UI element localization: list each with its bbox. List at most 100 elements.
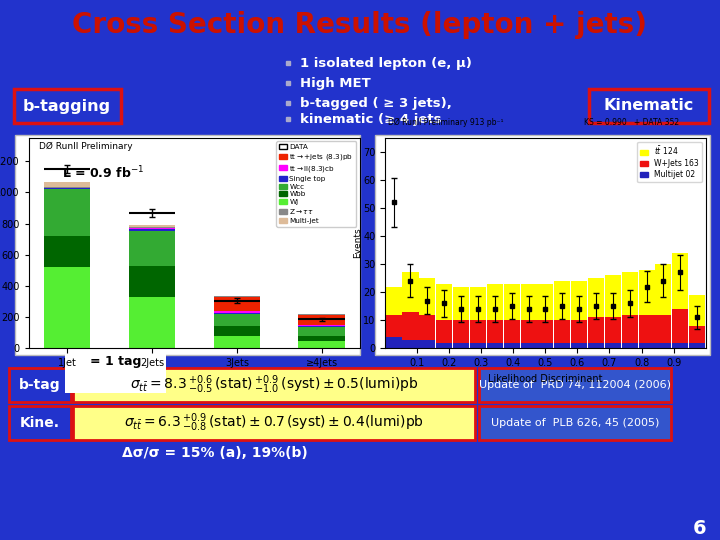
Bar [655, 264, 672, 315]
Bar [554, 281, 570, 320]
Bar [605, 318, 621, 343]
Bar [214, 336, 260, 348]
Text: = 1 tag: = 1 tag [90, 354, 141, 368]
Bar [537, 284, 554, 320]
X-axis label: Likelihood Discriminant: Likelihood Discriminant [488, 374, 603, 383]
Bar [470, 343, 486, 348]
Bar [386, 287, 402, 315]
Bar [689, 295, 705, 326]
Bar [605, 343, 621, 348]
Bar [44, 267, 91, 348]
Text: KS = 0.990   + DATA 352: KS = 0.990 + DATA 352 [584, 118, 679, 127]
Bar [672, 309, 688, 343]
Bar [44, 182, 91, 187]
Text: b-tag: b-tag [19, 378, 60, 392]
Bar [436, 320, 452, 343]
Bar [402, 340, 418, 348]
Bar [44, 187, 91, 188]
Bar [487, 343, 503, 348]
Bar [470, 320, 486, 343]
Bar [129, 229, 175, 231]
Bar [129, 225, 175, 227]
Text: b-tagging: b-tagging [23, 98, 111, 113]
Bar [605, 275, 621, 318]
FancyBboxPatch shape [9, 368, 71, 402]
Y-axis label: Events: Events [353, 228, 361, 258]
Bar [298, 336, 345, 341]
Bar [298, 325, 345, 326]
FancyBboxPatch shape [479, 368, 671, 402]
Bar [214, 297, 260, 311]
Bar [419, 340, 436, 348]
Bar [298, 327, 345, 336]
Bar [521, 343, 536, 348]
Bar [214, 327, 260, 336]
Bar [214, 295, 260, 296]
Bar [571, 343, 587, 348]
Bar [689, 326, 705, 343]
Bar [44, 236, 91, 267]
Bar [588, 318, 604, 343]
Bar [487, 284, 503, 320]
Text: Kinematic: Kinematic [604, 98, 694, 113]
Bar [129, 227, 175, 228]
Text: kinematic (≥ 4 jets: kinematic (≥ 4 jets [300, 112, 441, 125]
Bar [621, 273, 638, 315]
Bar [655, 343, 672, 348]
Bar [44, 189, 91, 236]
Text: 6: 6 [693, 518, 707, 537]
Text: High MET: High MET [300, 77, 371, 90]
Bar [504, 284, 520, 320]
Text: Update of  PLB 626, 45 (2005): Update of PLB 626, 45 (2005) [491, 418, 660, 428]
Legend: DATA, tt$\to$+jets (8.3)pb, tt$\to$ll(8.3)cb, Single top, Wcc, Wbb, Wj, Z$\to\ta: DATA, tt$\to$+jets (8.3)pb, tt$\to$ll(8.… [276, 141, 356, 227]
Bar [521, 284, 536, 320]
Bar [689, 343, 705, 348]
Bar [214, 314, 260, 327]
Bar [386, 337, 402, 348]
Bar [129, 228, 175, 229]
Bar [554, 320, 570, 343]
Bar [588, 278, 604, 318]
Bar [298, 315, 345, 325]
Text: 1 isolated lepton (e, μ): 1 isolated lepton (e, μ) [300, 57, 472, 70]
Bar [402, 312, 418, 340]
Bar [571, 281, 587, 320]
Bar [436, 343, 452, 348]
Bar [571, 320, 587, 343]
Text: Cross Section Results (lepton + jets): Cross Section Results (lepton + jets) [73, 11, 647, 39]
Bar [639, 315, 654, 343]
Legend: $t\bar{t}$ 124, W+Jets 163, Multijet 02: $t\bar{t}$ 124, W+Jets 163, Multijet 02 [637, 141, 702, 182]
Bar [402, 273, 418, 312]
FancyBboxPatch shape [14, 89, 121, 123]
Bar [504, 343, 520, 348]
Bar [375, 135, 710, 355]
Bar [214, 311, 260, 313]
Bar [672, 253, 688, 309]
FancyBboxPatch shape [589, 89, 709, 123]
Text: b-tagged ( ≥ 3 jets),: b-tagged ( ≥ 3 jets), [300, 97, 452, 110]
Bar [470, 287, 486, 320]
Bar [386, 315, 402, 337]
Bar [621, 315, 638, 343]
Text: L = 0.9 fb$^{-1}$: L = 0.9 fb$^{-1}$ [62, 165, 144, 181]
FancyBboxPatch shape [479, 406, 671, 440]
Bar [436, 284, 452, 320]
Bar [537, 343, 554, 348]
FancyBboxPatch shape [73, 368, 475, 402]
Bar [639, 269, 654, 315]
Bar [129, 266, 175, 297]
FancyBboxPatch shape [73, 406, 475, 440]
FancyBboxPatch shape [9, 406, 71, 440]
Bar [129, 231, 175, 266]
Bar [672, 343, 688, 348]
Text: Kine.: Kine. [20, 416, 60, 430]
Bar [487, 320, 503, 343]
Bar [453, 320, 469, 343]
Text: DØ RunII Preliminary 913 pb⁻¹: DØ RunII Preliminary 913 pb⁻¹ [388, 118, 504, 127]
Bar [214, 296, 260, 297]
Bar [419, 278, 436, 315]
Bar [537, 320, 554, 343]
Text: $\sigma_{t\bar{t}} = 8.3\,^{+0.6}_{-0.5}\,\mathrm{(stat)}\,^{+0.9}_{-1.0}\,\math: $\sigma_{t\bar{t}} = 8.3\,^{+0.6}_{-0.5}… [130, 374, 418, 396]
Text: Update of  PRD 74, 112004 (2006): Update of PRD 74, 112004 (2006) [479, 380, 671, 390]
Bar [129, 297, 175, 348]
